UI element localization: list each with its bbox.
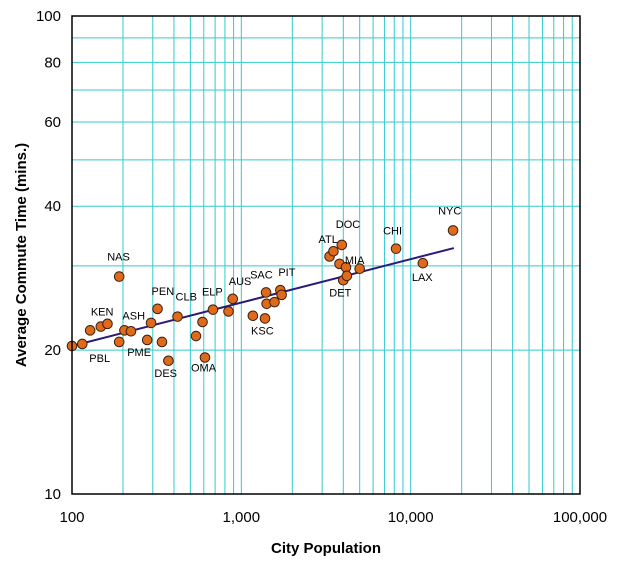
x-tick-label: 10,000	[388, 509, 434, 526]
point-label: PEN	[152, 286, 175, 298]
point-labels: PBL KEN PME NAS ASH PEN DES CLB OMA ELP AUS KSC SAC P…	[89, 205, 461, 379]
point-label: PIT	[278, 267, 295, 279]
data-point	[141, 334, 153, 346]
y-tick-label: 20	[44, 342, 61, 359]
data-point	[156, 336, 168, 348]
grid-lines	[72, 16, 580, 494]
y-tick-label: 80	[44, 54, 61, 71]
point-label: MIA	[345, 255, 365, 267]
x-tick-label: 1,000	[223, 509, 261, 526]
point-label: AUS	[229, 276, 252, 288]
data-point	[152, 303, 163, 315]
data-point	[227, 293, 239, 305]
data-point	[354, 263, 365, 275]
data-point	[113, 271, 125, 282]
plot-frame	[71, 15, 581, 495]
data-point	[259, 313, 271, 324]
data-point	[336, 239, 348, 251]
data-point	[76, 338, 88, 350]
data-point	[447, 225, 459, 236]
point-label: SAC	[250, 269, 273, 281]
data-point	[113, 336, 125, 348]
data-points	[66, 225, 459, 367]
data-point	[197, 316, 208, 328]
data-point	[84, 325, 96, 336]
data-point	[260, 287, 272, 298]
point-label: CHI	[383, 226, 402, 238]
x-tick-labels: 100 1,000 10,000 100,000	[59, 509, 607, 526]
data-point	[223, 306, 234, 317]
point-label: LAX	[412, 272, 433, 284]
point-label: NAS	[107, 252, 130, 264]
point-label: DES	[154, 368, 177, 380]
data-point	[328, 245, 339, 257]
y-tick-label: 60	[44, 114, 61, 131]
y-axis-title: Average Commute Time (mins.)	[13, 143, 30, 367]
point-label: DOC	[336, 219, 361, 231]
point-label: ATL	[318, 234, 337, 246]
point-label: DET	[329, 287, 351, 299]
point-label: KSC	[251, 325, 274, 337]
y-tick-labels: 10 20 40 60 80 100	[36, 8, 61, 503]
data-point	[163, 355, 174, 367]
y-tick-label: 100	[36, 8, 61, 25]
x-tick-label: 100	[59, 509, 84, 526]
x-axis-title: City Population	[271, 540, 381, 557]
data-point	[125, 325, 137, 337]
data-point	[145, 317, 157, 329]
data-point	[417, 257, 429, 269]
data-point	[172, 311, 183, 322]
point-label: NYC	[438, 205, 461, 217]
point-label: PME	[127, 347, 151, 359]
data-point	[207, 304, 219, 315]
data-point	[199, 352, 211, 363]
y-tick-label: 40	[44, 198, 61, 215]
data-point	[341, 270, 353, 282]
point-label: OMA	[191, 363, 217, 375]
data-point	[390, 243, 402, 254]
x-tick-label: 100,000	[553, 509, 607, 526]
y-tick-label: 10	[44, 486, 61, 503]
data-point	[269, 296, 280, 308]
point-label: KEN	[91, 307, 114, 319]
point-label: PBL	[89, 353, 110, 365]
data-point	[276, 289, 287, 301]
point-label: CLB	[176, 292, 197, 304]
data-point	[102, 318, 113, 330]
point-label: ELP	[202, 287, 223, 299]
point-label: ASH	[122, 310, 145, 322]
data-point	[190, 330, 202, 342]
data-point	[247, 310, 259, 322]
